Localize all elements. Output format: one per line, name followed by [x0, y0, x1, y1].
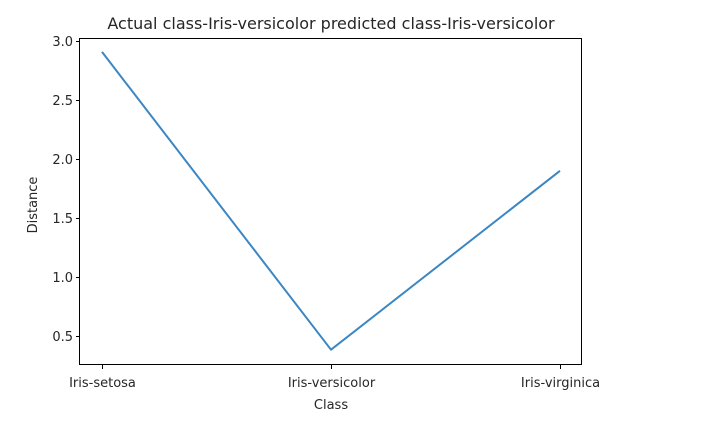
- y-tick-label: 2.0: [52, 153, 73, 168]
- x-axis-ticks: Iris-setosa Iris-versicolor Iris-virginica: [69, 365, 600, 391]
- x-axis-label: Class: [314, 398, 348, 413]
- series-line: [101, 51, 561, 351]
- plot-area: 0.5 1.0 1.5 2.0 2.5 3.0 Iris-setosa Iris-versi…: [52, 35, 600, 391]
- y-tick-label: 2.5: [52, 94, 73, 109]
- chart-title: Actual class-Iris-versicolor predicted c…: [107, 14, 555, 33]
- x-tick-label: Iris-setosa: [69, 376, 136, 391]
- x-tick-label: Iris-versicolor: [288, 376, 376, 391]
- y-axis-label: Distance: [26, 177, 41, 234]
- y-tick-label: 0.5: [52, 330, 73, 345]
- y-tick-label: 3.0: [52, 35, 73, 50]
- x-tick-label: Iris-virginica: [521, 376, 600, 391]
- y-tick-label: 1.5: [52, 212, 73, 227]
- y-axis-ticks: 0.5 1.0 1.5 2.0 2.5 3.0: [52, 35, 80, 345]
- y-tick-label: 1.0: [52, 271, 73, 286]
- plot-frame: [79, 38, 582, 365]
- series-group: [101, 51, 561, 351]
